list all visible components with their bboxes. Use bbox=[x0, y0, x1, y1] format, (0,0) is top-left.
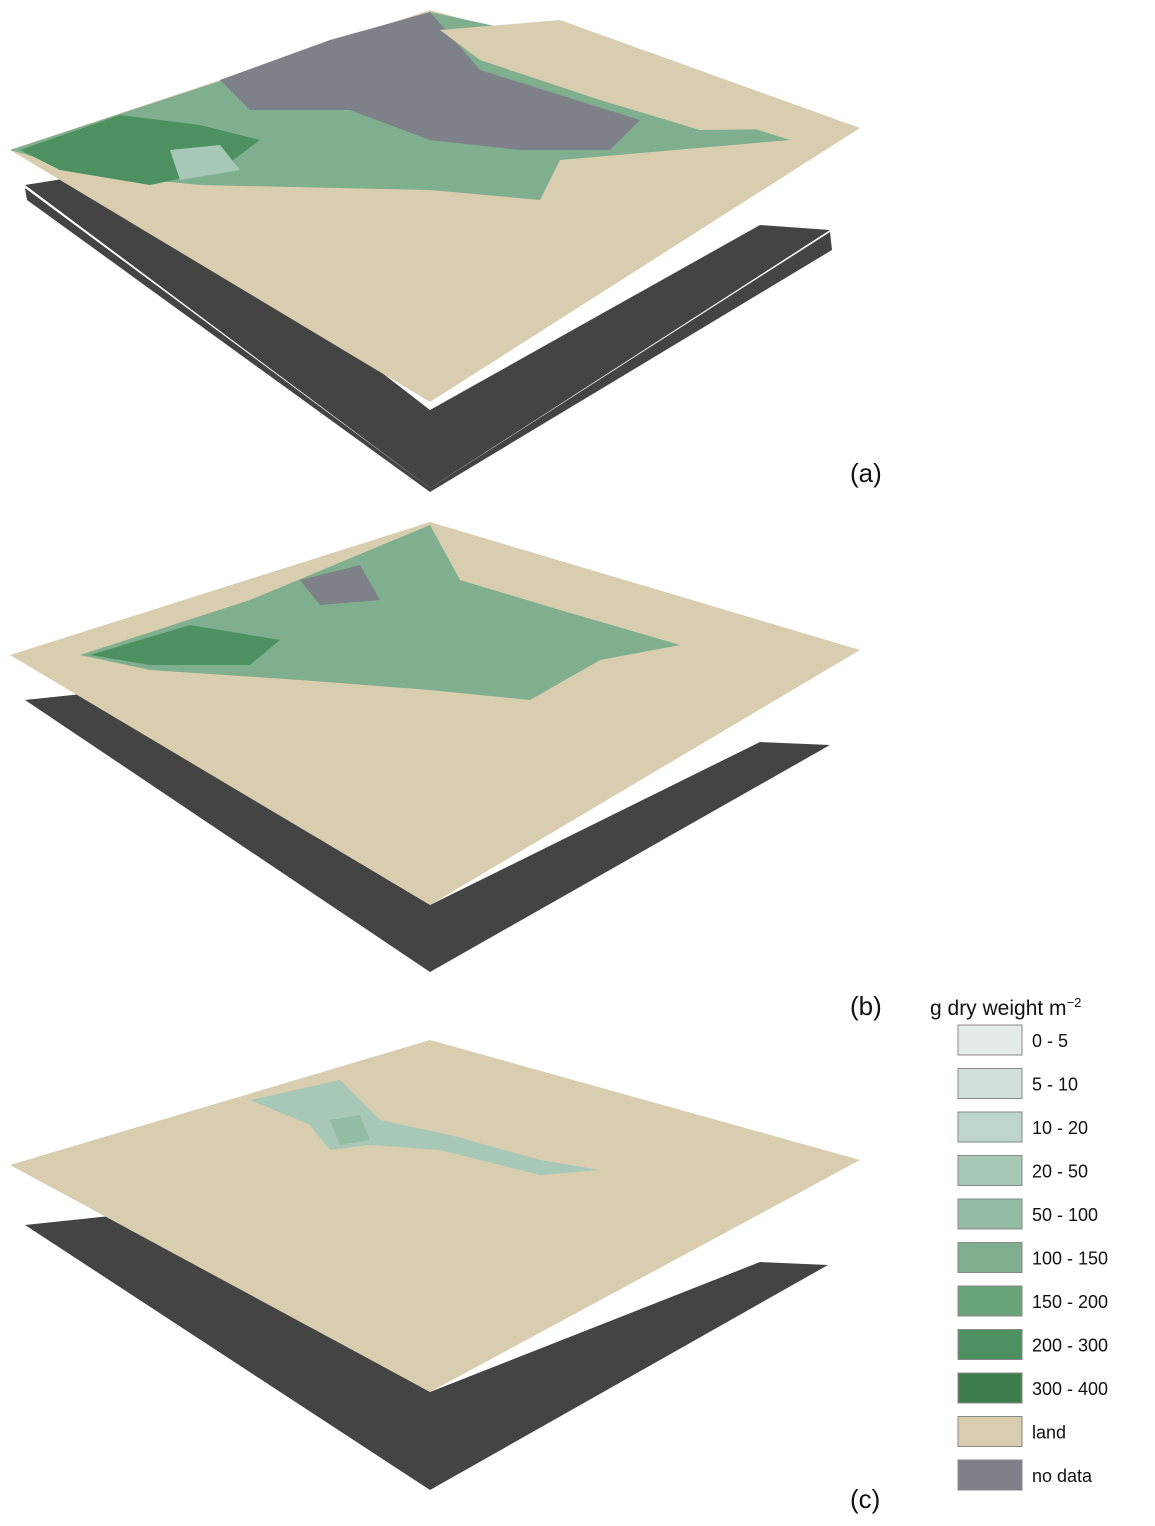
legend-swatch bbox=[958, 1199, 1022, 1229]
legend-swatch bbox=[958, 1025, 1022, 1055]
legend-swatch bbox=[958, 1112, 1022, 1142]
legend-label: land bbox=[1032, 1423, 1066, 1443]
legend-swatch bbox=[958, 1330, 1022, 1360]
legend-label: 5 - 10 bbox=[1032, 1075, 1078, 1095]
legend-swatch bbox=[958, 1069, 1022, 1099]
page: {"panels": [{"label": "(a)"}, {"label": … bbox=[0, 0, 1155, 1526]
legend-swatch bbox=[958, 1286, 1022, 1316]
map-panel: (a) bbox=[10, 10, 882, 492]
legend-label: 300 - 400 bbox=[1032, 1379, 1108, 1399]
figure: (a) (b) (c) g dry weight m−2 0 - 5 5 - 10… bbox=[0, 0, 1155, 1526]
legend-label: 200 - 300 bbox=[1032, 1336, 1108, 1356]
legend-label: 10 - 20 bbox=[1032, 1118, 1088, 1138]
legend-title-superscript: −2 bbox=[1067, 995, 1082, 1010]
legend-label: 50 - 100 bbox=[1032, 1205, 1098, 1225]
legend-swatch bbox=[958, 1156, 1022, 1186]
legend-title: g dry weight m−2 bbox=[930, 995, 1081, 1020]
legend-label: 100 - 150 bbox=[1032, 1249, 1108, 1269]
panel-label: (b) bbox=[850, 991, 882, 1021]
panel-label: (a) bbox=[850, 458, 882, 488]
legend-label: 0 - 5 bbox=[1032, 1031, 1068, 1051]
legend-swatch bbox=[958, 1417, 1022, 1447]
legend-swatch bbox=[958, 1373, 1022, 1403]
legend-title-text: g dry weight m bbox=[930, 997, 1067, 1020]
legend-swatch bbox=[958, 1243, 1022, 1273]
map-panel: (b) bbox=[10, 522, 882, 1021]
legend-label: 20 - 50 bbox=[1032, 1162, 1088, 1182]
map-panel: (c) bbox=[10, 1040, 880, 1514]
panel-label: (c) bbox=[850, 1484, 880, 1514]
legend: g dry weight m−2 0 - 5 5 - 10 10 - 20 20 - … bbox=[930, 995, 1108, 1490]
legend-swatch bbox=[958, 1460, 1022, 1490]
legend-label: 150 - 200 bbox=[1032, 1292, 1108, 1312]
land-surface bbox=[10, 1040, 860, 1392]
legend-label: no data bbox=[1032, 1466, 1093, 1486]
